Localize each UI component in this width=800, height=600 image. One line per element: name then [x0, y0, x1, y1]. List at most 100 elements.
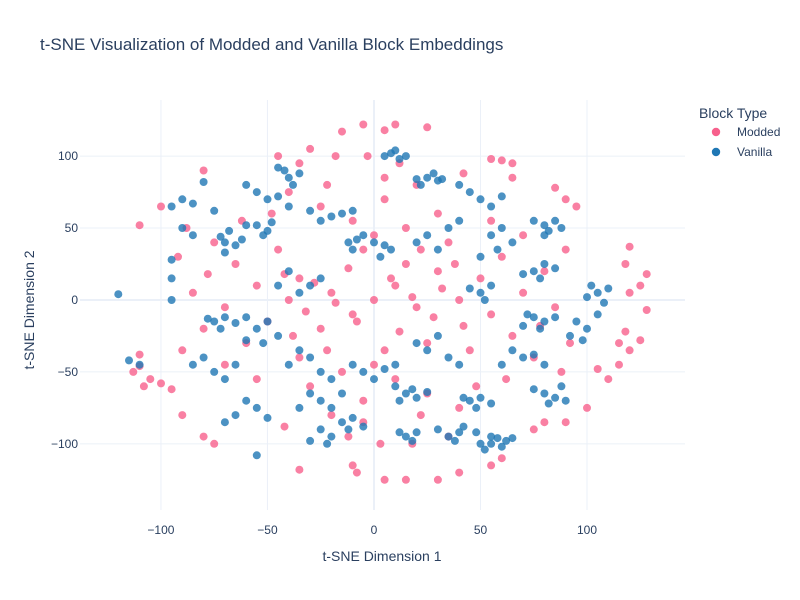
data-point-vanilla [593, 310, 602, 319]
data-point-vanilla [566, 331, 574, 340]
data-point-vanilla [593, 288, 602, 297]
data-point-vanilla [459, 422, 468, 431]
data-point-modded [199, 324, 208, 333]
data-point-modded [583, 403, 591, 412]
x-tick-label: −50 [257, 523, 278, 537]
data-point-modded [210, 439, 219, 448]
data-point-modded [416, 245, 425, 254]
data-point-vanilla [274, 331, 283, 340]
data-point-vanilla [423, 388, 432, 396]
data-point-vanilla [380, 365, 389, 373]
data-point-vanilla [444, 224, 453, 232]
data-point-vanilla [274, 281, 283, 290]
data-point-vanilla [476, 288, 485, 297]
data-point-vanilla [178, 195, 187, 204]
data-point-vanilla [540, 360, 549, 369]
data-point-vanilla [502, 436, 511, 445]
data-point-vanilla [480, 445, 489, 454]
data-point-vanilla [220, 238, 229, 247]
data-point-modded [572, 202, 581, 211]
data-point-vanilla [557, 224, 566, 232]
data-point-modded [348, 310, 357, 319]
data-point-vanilla [370, 238, 378, 247]
data-point-vanilla [348, 206, 357, 215]
data-point-vanilla [459, 393, 468, 402]
data-point-vanilla [529, 350, 538, 359]
data-point-vanilla [587, 281, 596, 290]
data-point-vanilla [316, 274, 325, 283]
data-point-vanilla [508, 346, 517, 355]
data-point-vanilla [135, 360, 144, 369]
data-point-vanilla [306, 353, 315, 362]
data-point-modded [327, 411, 336, 420]
data-point-modded [540, 418, 549, 427]
data-point-vanilla [401, 432, 410, 441]
data-point-modded [476, 274, 485, 283]
data-point-vanilla [263, 413, 272, 422]
data-point-modded [615, 339, 623, 348]
data-point-modded [284, 188, 293, 197]
tick-labels: −100 −50 0 50 100 −100 −50 0 50 100 [51, 149, 597, 537]
data-point-modded [395, 327, 404, 336]
data-point-modded [391, 120, 400, 129]
legend-item-modded[interactable]: Modded [711, 125, 781, 139]
x-tick-label: −100 [147, 523, 174, 537]
legend-label-modded: Modded [737, 125, 780, 139]
data-point-modded [295, 159, 304, 168]
data-point-vanilla [242, 396, 251, 405]
y-tick-label: −100 [51, 437, 78, 451]
data-point-vanilla [242, 336, 251, 345]
data-point-vanilla [476, 195, 485, 204]
data-point-vanilla [423, 231, 432, 240]
data-point-vanilla [401, 389, 410, 398]
data-point-vanilla [327, 403, 336, 412]
data-point-modded [252, 281, 261, 290]
data-point-vanilla [210, 317, 219, 326]
data-point-modded [338, 367, 346, 376]
data-point-vanilla [359, 231, 368, 240]
data-point-modded [274, 245, 283, 254]
data-point-vanilla [327, 432, 336, 441]
legend-label-vanilla: Vanilla [737, 145, 772, 159]
data-point-vanilla [316, 216, 325, 225]
data-point-vanilla [225, 226, 234, 235]
gridlines [80, 100, 685, 510]
data-point-vanilla [125, 356, 133, 365]
data-point-vanilla [199, 178, 208, 186]
data-point-vanilla [327, 212, 336, 221]
data-point-vanilla [412, 175, 421, 184]
data-point-vanilla [497, 192, 506, 201]
data-point-vanilla [433, 425, 442, 434]
data-point-modded [376, 439, 385, 448]
data-point-vanilla [359, 367, 368, 376]
data-point-vanilla [267, 218, 276, 227]
data-point-vanilla [391, 360, 400, 369]
data-point-vanilla [487, 439, 496, 448]
data-point-vanilla [252, 451, 261, 460]
data-point-vanilla [395, 428, 404, 437]
legend-item-vanilla[interactable]: Vanilla [711, 145, 773, 159]
data-point-vanilla [497, 224, 506, 232]
data-point-vanilla [401, 152, 410, 161]
data-point-vanilla [306, 436, 315, 445]
data-point-modded [412, 303, 421, 312]
data-point-modded [642, 306, 651, 314]
data-point-modded [267, 209, 276, 218]
data-point-vanilla [480, 296, 489, 304]
data-point-modded [487, 216, 496, 225]
data-point-modded [380, 195, 389, 204]
data-point-modded [380, 346, 389, 355]
data-point-vanilla [231, 319, 240, 327]
series-vanilla [114, 146, 613, 460]
data-point-modded [423, 339, 432, 348]
data-point-modded [323, 346, 332, 355]
data-point-modded [295, 274, 304, 283]
data-point-vanilla [295, 346, 304, 355]
data-point-vanilla [231, 360, 240, 369]
data-point-vanilla [536, 274, 545, 283]
data-point-modded [416, 411, 425, 420]
data-point-vanilla [284, 202, 293, 211]
data-point-vanilla [476, 439, 485, 448]
data-point-modded [252, 375, 261, 384]
data-point-vanilla [540, 317, 549, 326]
